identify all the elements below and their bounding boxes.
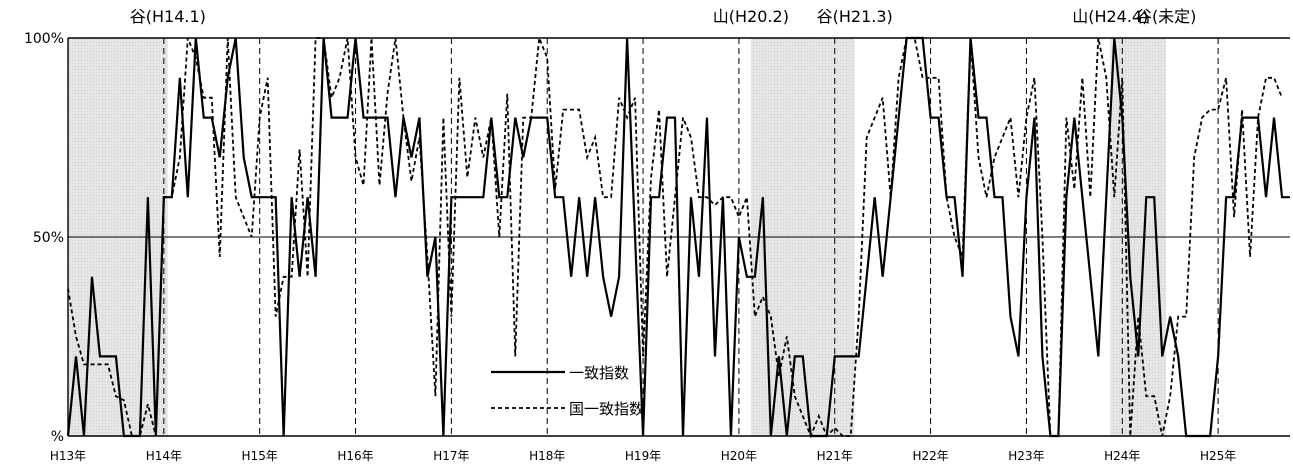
y-tick-label-2: 100% [24, 31, 64, 47]
x-tick-label-10: H23年 [1008, 449, 1044, 463]
turning-point-label-4: 谷(未定) [1136, 7, 1197, 26]
x-tick-label-5: H18年 [529, 449, 565, 463]
x-tick-label-6: H19年 [625, 449, 661, 463]
x-tick-label-0: H13年 [50, 449, 86, 463]
x-tick-label-9: H22年 [912, 449, 948, 463]
y-tick-label-1: 50% [33, 230, 64, 246]
x-tick-label-2: H15年 [242, 449, 278, 463]
turning-point-label-3: 山(H24.4) [1072, 7, 1148, 26]
series-line-1 [67, 37, 1283, 439]
x-tick-label-11: H24年 [1104, 449, 1140, 463]
turning-point-label-1: 山(H20.2) [713, 7, 789, 26]
x-tick-label-7: H20年 [721, 449, 757, 463]
x-tick-label-1: H14年 [146, 449, 182, 463]
y-tick-label-0: % [51, 429, 64, 445]
legend-label-0: 一致指数 [569, 364, 629, 382]
turning-point-label-0: 谷(H14.1) [130, 7, 206, 26]
x-tick-label-8: H21年 [817, 449, 853, 463]
legend-label-1: 国一致指数 [569, 400, 644, 418]
x-tick-label-3: H16年 [337, 449, 373, 463]
x-tick-label-4: H17年 [433, 449, 469, 463]
turning-point-label-2: 谷(H21.3) [817, 7, 893, 26]
x-tick-label-12: H25年 [1200, 449, 1236, 463]
